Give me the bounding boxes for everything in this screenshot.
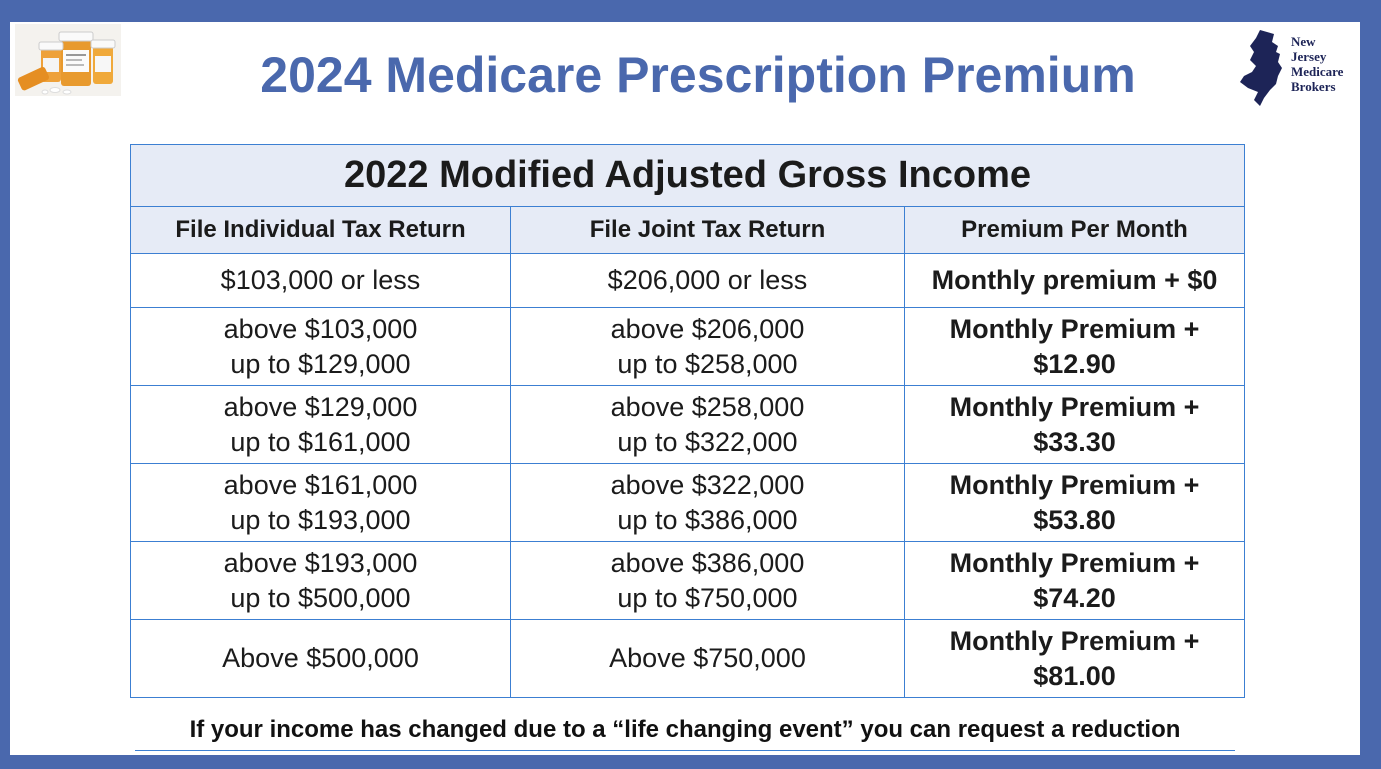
premium-cell: Monthly Premium + $81.00 <box>904 619 1245 698</box>
table-row: above $193,000 up to $500,000 above $386,… <box>130 541 1245 620</box>
cell-text: up to $386,000 <box>617 504 798 535</box>
cell-text: Monthly Premium + <box>949 625 1200 656</box>
cell-text: above $129,000 <box>223 391 418 422</box>
cell-text: above $161,000 <box>223 469 418 500</box>
joint-income-cell: above $386,000 up to $750,000 <box>510 541 905 620</box>
cell-text: $33.30 <box>1033 426 1116 457</box>
cell-text: up to $193,000 <box>230 504 411 535</box>
cell-text: $74.20 <box>1033 582 1116 613</box>
cell-text: Monthly Premium + <box>949 469 1200 500</box>
cell-text: $206,000 or less <box>607 265 808 295</box>
page-title: 2024 Medicare Prescription Premium <box>260 47 1136 103</box>
joint-income-cell: above $206,000 up to $258,000 <box>510 307 905 386</box>
cell-text: up to $258,000 <box>617 348 798 379</box>
individual-income-cell: above $193,000 up to $500,000 <box>130 541 511 620</box>
premium-cell: Monthly Premium + $33.30 <box>904 385 1245 464</box>
joint-income-cell: above $258,000 up to $322,000 <box>510 385 905 464</box>
cell-text: above $103,000 <box>223 313 418 344</box>
new-jersey-map-icon <box>1240 30 1282 106</box>
cell-text: Monthly Premium + <box>949 313 1200 344</box>
individual-income-cell: Above $500,000 <box>130 619 511 698</box>
cell-text: up to $322,000 <box>617 426 798 457</box>
premium-cell: Monthly Premium + $53.80 <box>904 463 1245 542</box>
cell-text: Above $750,000 <box>609 643 806 673</box>
individual-income-cell: above $161,000 up to $193,000 <box>130 463 511 542</box>
cell-text: Above $500,000 <box>222 643 419 673</box>
company-logo: New Jersey Medicare Brokers <box>1238 28 1358 108</box>
cell-text: $53.80 <box>1033 504 1116 535</box>
cell-text: above $258,000 <box>610 391 805 422</box>
table-row: above $161,000 up to $193,000 above $322,… <box>130 463 1245 542</box>
joint-income-cell: above $322,000 up to $386,000 <box>510 463 905 542</box>
logo-text-line: Medicare <box>1291 64 1344 79</box>
cell-text: $12.90 <box>1033 348 1116 379</box>
column-header-joint: File Joint Tax Return <box>510 206 905 254</box>
cell-text: $103,000 or less <box>220 265 421 295</box>
cell-text: Monthly Premium + <box>949 547 1200 578</box>
logo-text-line: New <box>1291 34 1316 49</box>
cell-text: up to $750,000 <box>617 582 798 613</box>
premium-table: 2022 Modified Adjusted Gross Income File… <box>130 144 1245 698</box>
premium-cell: Monthly premium + $0 <box>904 253 1245 308</box>
cell-text: above $193,000 <box>223 547 418 578</box>
table-row: Above $500,000 Above $750,000 Monthly Pr… <box>130 619 1245 698</box>
table-title: 2022 Modified Adjusted Gross Income <box>130 144 1245 207</box>
cell-text: up to $500,000 <box>230 582 411 613</box>
cell-text: above $322,000 <box>610 469 805 500</box>
cell-text: above $386,000 <box>610 547 805 578</box>
individual-income-cell: $103,000 or less <box>130 253 511 308</box>
premium-cell: Monthly Premium + $12.90 <box>904 307 1245 386</box>
cell-text: Monthly premium + $0 <box>931 265 1218 295</box>
column-header-individual: File Individual Tax Return <box>130 206 511 254</box>
cell-text: up to $161,000 <box>230 426 411 457</box>
individual-income-cell: above $129,000 up to $161,000 <box>130 385 511 464</box>
individual-income-cell: above $103,000 up to $129,000 <box>130 307 511 386</box>
prescription-bottles-image <box>15 24 121 96</box>
cell-text: above $206,000 <box>610 313 805 344</box>
column-header-premium: Premium Per Month <box>904 206 1245 254</box>
logo-text-line: Jersey <box>1291 49 1327 64</box>
table-row: above $103,000 up to $129,000 above $206,… <box>130 307 1245 386</box>
table-row: above $129,000 up to $161,000 above $258,… <box>130 385 1245 464</box>
cell-text: $81.00 <box>1033 660 1116 691</box>
premium-cell: Monthly Premium + $74.20 <box>904 541 1245 620</box>
footnote: If your income has changed due to a “lif… <box>135 710 1235 751</box>
joint-income-cell: $206,000 or less <box>510 253 905 308</box>
logo-text: New Jersey Medicare Brokers <box>1291 34 1343 94</box>
logo-text-line: Brokers <box>1291 79 1336 94</box>
table-row: $103,000 or less $206,000 or less Monthl… <box>130 253 1245 308</box>
cell-text: Monthly Premium + <box>949 391 1200 422</box>
cell-text: up to $129,000 <box>230 348 411 379</box>
joint-income-cell: Above $750,000 <box>510 619 905 698</box>
slide: 2024 Medicare Prescription Premium New J… <box>10 22 1360 755</box>
